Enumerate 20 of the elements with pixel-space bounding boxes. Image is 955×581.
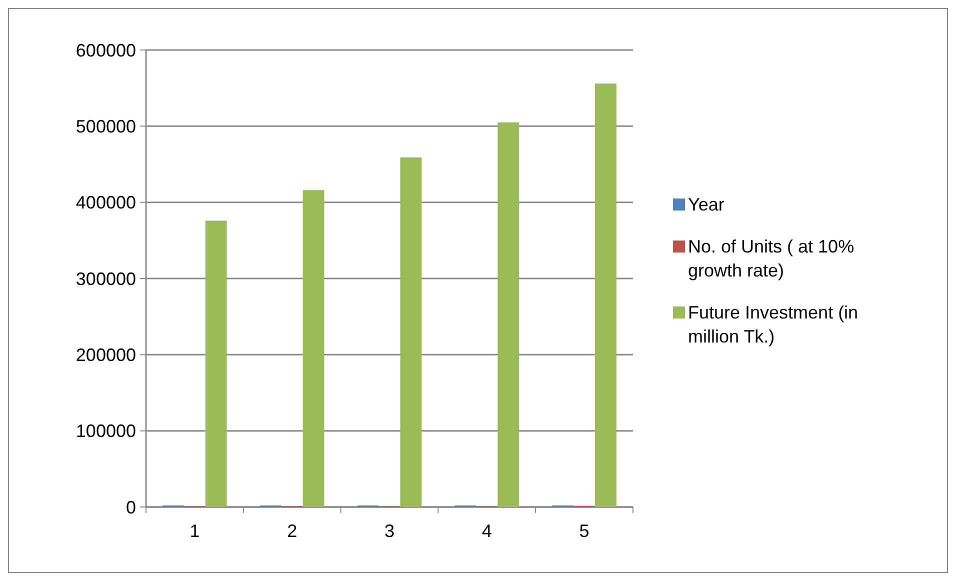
bar — [498, 122, 520, 507]
x-tick-label: 1 — [190, 521, 200, 541]
legend-label: Year — [688, 194, 724, 214]
y-tick-label: 300000 — [76, 268, 136, 289]
x-tick-label: 3 — [384, 521, 395, 541]
bar — [595, 84, 616, 507]
x-tick-label: 4 — [482, 521, 492, 541]
bar — [205, 220, 227, 507]
x-tick-label: 2 — [287, 521, 298, 541]
y-tick-label: 400000 — [76, 192, 136, 213]
bar — [302, 190, 324, 507]
x-tick-label: 5 — [579, 521, 590, 541]
legend-label: Future Investment (in million Tk.) — [688, 302, 858, 346]
y-tick-label: 100000 — [76, 421, 136, 442]
y-tick-label: 200000 — [76, 344, 136, 365]
legend-label: No. of Units ( at 10% growth rate) — [688, 236, 854, 280]
bar — [400, 157, 422, 507]
y-tick-label: 0 — [126, 497, 136, 518]
y-tick-label: 600000 — [76, 40, 136, 60]
y-tick-label: 500000 — [76, 116, 136, 136]
